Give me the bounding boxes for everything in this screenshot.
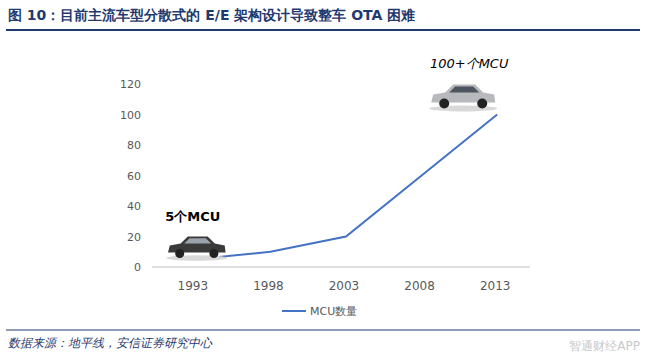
car-body bbox=[431, 85, 495, 103]
annotation: 100+个MCU bbox=[430, 56, 509, 71]
source-rule bbox=[6, 330, 640, 331]
y-tick-label: 100 bbox=[120, 109, 141, 122]
x-tick-label: 2013 bbox=[480, 279, 511, 293]
y-tick bbox=[143, 175, 146, 176]
x-axis-line bbox=[152, 267, 530, 268]
y-tick-label: 20 bbox=[127, 231, 141, 244]
y-tick bbox=[143, 145, 146, 146]
car-icon bbox=[166, 236, 227, 260]
car-window bbox=[184, 238, 211, 243]
y-tick-label: 80 bbox=[127, 139, 141, 152]
x-tick-label: 2008 bbox=[404, 279, 435, 293]
car-body bbox=[168, 236, 226, 252]
watermark: 智通财经APP bbox=[569, 339, 640, 353]
car-wheel bbox=[175, 249, 184, 258]
car-shadow bbox=[166, 255, 227, 260]
y-tick bbox=[143, 114, 146, 115]
y-tick-label: 60 bbox=[127, 170, 141, 183]
series-line bbox=[195, 115, 497, 260]
y-tick-label: 40 bbox=[127, 200, 141, 213]
x-tick-label: 2003 bbox=[329, 279, 360, 293]
plot-group bbox=[195, 115, 497, 260]
legend-swatch bbox=[282, 310, 306, 312]
y-tick-label: 0 bbox=[134, 261, 141, 274]
y-tick bbox=[143, 236, 146, 237]
car-wheel bbox=[477, 99, 487, 109]
y-tick bbox=[143, 267, 146, 268]
car-window bbox=[449, 87, 479, 93]
title-rule bbox=[6, 29, 640, 31]
chart-root: 图 10：目前主流车型分散式的 E/E 架构设计导致整车 OTA 困难 0 20 40… bbox=[0, 0, 646, 362]
annotation: 5个MCU bbox=[165, 209, 220, 224]
legend-label: MCU数量 bbox=[310, 305, 357, 318]
title: 图 10：目前主流车型分散式的 E/E 架构设计导致整车 OTA 困难 bbox=[8, 7, 415, 23]
y-tick bbox=[143, 84, 146, 85]
car-icon bbox=[429, 85, 497, 112]
source: 数据来源：地平线，安信证券研究中心 bbox=[8, 336, 213, 350]
x-tick-label: 1993 bbox=[178, 279, 209, 293]
y-tick bbox=[143, 206, 146, 207]
car-shadow bbox=[429, 106, 497, 112]
y-tick-label: 120 bbox=[120, 78, 141, 91]
car-wheel bbox=[209, 249, 218, 258]
x-tick-label: 1998 bbox=[253, 279, 284, 293]
car-wheel bbox=[439, 99, 449, 109]
